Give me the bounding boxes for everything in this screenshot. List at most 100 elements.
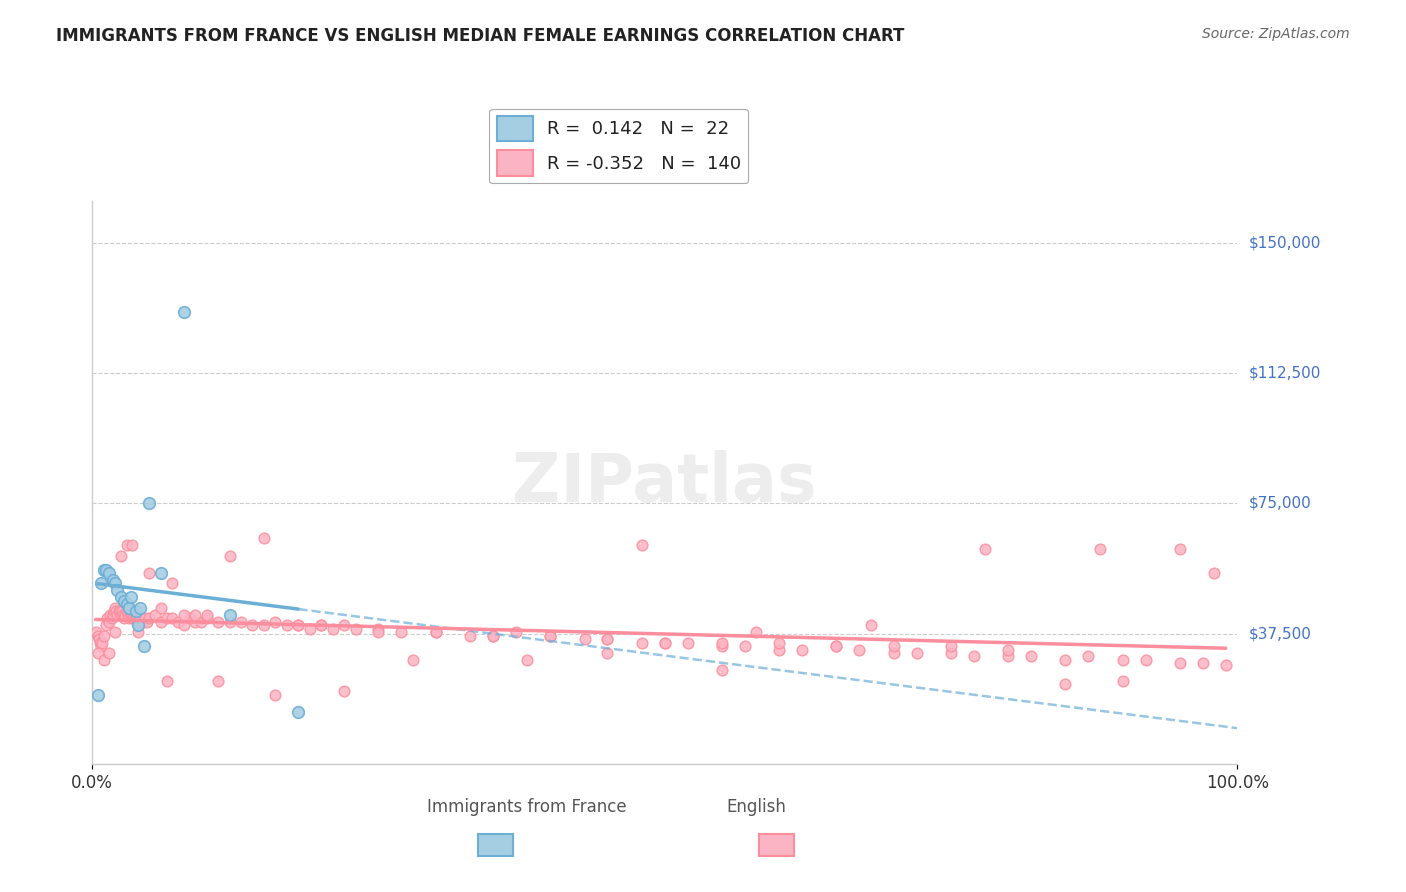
Text: $150,000: $150,000	[1249, 235, 1320, 250]
Point	[333, 618, 356, 632]
Point	[1168, 541, 1191, 556]
Point	[149, 566, 172, 580]
Point	[162, 611, 184, 625]
Point	[242, 618, 264, 632]
Point	[974, 541, 997, 556]
Point	[768, 642, 790, 657]
Point	[825, 639, 848, 653]
Point	[125, 607, 148, 622]
Point	[1088, 541, 1111, 556]
Point	[117, 607, 139, 622]
Point	[287, 618, 309, 632]
Point	[482, 629, 505, 643]
Point	[190, 615, 212, 629]
Point	[104, 600, 127, 615]
Point	[734, 639, 756, 653]
Point	[93, 653, 115, 667]
Point	[768, 635, 790, 649]
Point	[121, 538, 143, 552]
Point	[1112, 673, 1135, 688]
Point	[138, 496, 160, 510]
Point	[1135, 653, 1157, 667]
Point	[87, 646, 110, 660]
Point	[110, 549, 132, 563]
Point	[859, 618, 882, 632]
Point	[138, 566, 160, 580]
Point	[790, 642, 813, 657]
Point	[1112, 653, 1135, 667]
Point	[309, 618, 332, 632]
Point	[264, 615, 287, 629]
Point	[124, 611, 146, 625]
Point	[162, 576, 184, 591]
Point	[458, 629, 481, 643]
Point	[104, 625, 127, 640]
Point	[1077, 649, 1099, 664]
Point	[118, 604, 141, 618]
Point	[103, 604, 125, 618]
Point	[118, 611, 141, 625]
Point	[100, 607, 122, 622]
Point	[195, 611, 218, 625]
Point	[596, 632, 619, 646]
Point	[287, 705, 309, 719]
Point	[1192, 657, 1215, 671]
Point	[389, 625, 412, 640]
Legend: R =  0.142   N =  22, R = -0.352   N =  140: R = 0.142 N = 22, R = -0.352 N = 140	[489, 109, 748, 183]
Point	[149, 600, 172, 615]
Point	[115, 538, 138, 552]
Point	[129, 600, 152, 615]
Point	[538, 629, 561, 643]
Point	[87, 688, 110, 702]
Point	[276, 618, 298, 632]
Point	[538, 629, 561, 643]
Point	[93, 563, 115, 577]
Point	[883, 646, 905, 660]
Point	[1019, 649, 1042, 664]
Point	[939, 639, 962, 653]
Point	[105, 607, 128, 622]
Point	[482, 629, 505, 643]
Point	[131, 615, 153, 629]
Point	[997, 642, 1019, 657]
Point	[112, 607, 135, 622]
Point	[127, 618, 149, 632]
Point	[98, 615, 121, 629]
Point	[90, 576, 112, 591]
Point	[94, 618, 117, 632]
Point	[115, 604, 138, 618]
Point	[253, 618, 276, 632]
Point	[121, 611, 143, 625]
Text: IMMIGRANTS FROM FRANCE VS ENGLISH MEDIAN FEMALE EARNINGS CORRELATION CHART: IMMIGRANTS FROM FRANCE VS ENGLISH MEDIAN…	[56, 27, 904, 45]
Point	[184, 615, 207, 629]
Point	[654, 635, 676, 649]
Point	[120, 607, 142, 622]
Point	[997, 649, 1019, 664]
Point	[179, 611, 201, 625]
Text: English: English	[727, 798, 786, 816]
Text: $112,500: $112,500	[1249, 366, 1320, 381]
Text: $37,500: $37,500	[1249, 626, 1312, 641]
Point	[309, 618, 332, 632]
Point	[127, 615, 149, 629]
Point	[344, 622, 367, 636]
Point	[110, 591, 132, 605]
Point	[155, 673, 177, 688]
Point	[505, 625, 527, 640]
Point	[1054, 677, 1077, 691]
Point	[105, 583, 128, 598]
Point	[596, 646, 619, 660]
Point	[114, 607, 136, 622]
Point	[425, 625, 447, 640]
Point	[745, 625, 768, 640]
Point	[710, 635, 733, 649]
Text: $75,000: $75,000	[1249, 496, 1310, 511]
Point	[89, 635, 111, 649]
Point	[111, 604, 134, 618]
Point	[101, 607, 124, 622]
Point	[132, 639, 155, 653]
Point	[218, 615, 240, 629]
Point	[108, 604, 131, 618]
Point	[125, 611, 148, 625]
Point	[98, 646, 121, 660]
